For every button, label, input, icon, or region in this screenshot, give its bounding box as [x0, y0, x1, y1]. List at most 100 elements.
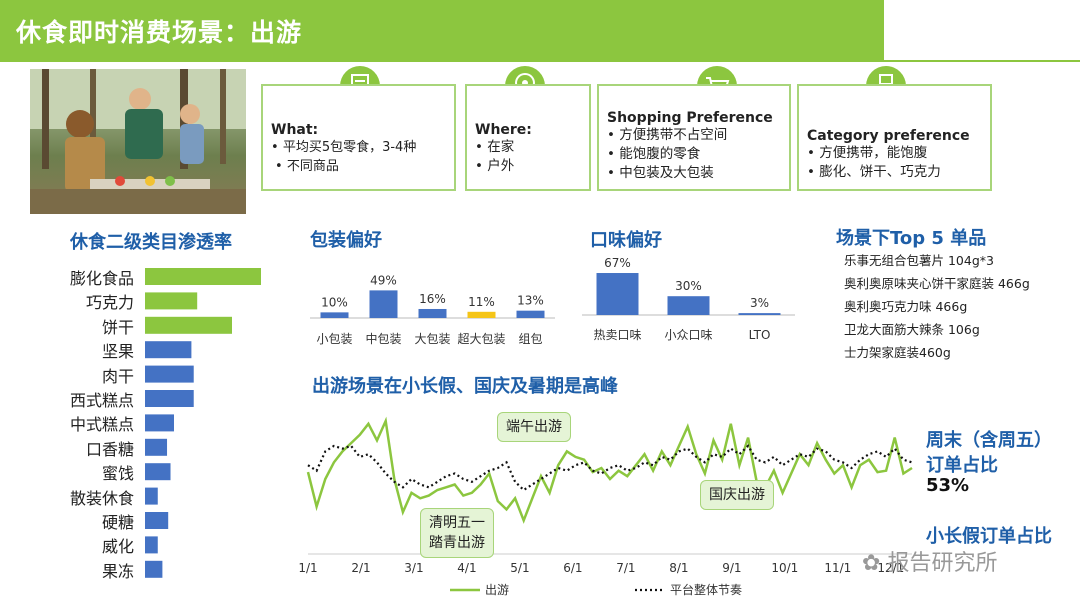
card-what: What: 平均买5包零食，3-4种 不同商品 [261, 84, 456, 191]
packaging-title: 包装偏好 [310, 230, 382, 251]
penetration-category-label: 果冻 [101, 561, 134, 581]
legend-label-platform: 平台整体节奏 [670, 582, 742, 597]
card-where-title: Where: [475, 122, 532, 138]
category-label: 组包 [518, 332, 542, 346]
card-what-title: What: [271, 122, 319, 138]
penetration-bar [145, 487, 158, 505]
x-tick-label: 7/1 [616, 561, 635, 575]
card-category-title: Category preference [807, 128, 970, 144]
watermark: ✿ 报告研究所 [862, 545, 997, 577]
card-where-list: 在家 户外 [475, 138, 581, 176]
penetration-category-label: 硬糖 [101, 513, 134, 532]
penetration-category-label: 坚果 [101, 342, 134, 362]
list-item: 平均买5包零食，3-4种 [271, 138, 446, 157]
penetration-bar [145, 438, 168, 456]
penetration-bar [145, 512, 169, 529]
penetration-bar [145, 463, 171, 481]
penetration-category-label: 巧克力 [85, 293, 134, 313]
packaging-bar-chart: 10% 小包装 49% 中包装 16% 大包装 11% 超大包装 13% 组包 [310, 273, 555, 346]
penetration-bar [145, 316, 232, 334]
legend-label-travel: 出游 [485, 583, 509, 597]
penetration-category-label: 饼干 [101, 317, 134, 337]
category-label: 超大包装 [457, 331, 505, 346]
bar [738, 313, 781, 315]
list-item: 不同商品 [271, 157, 446, 176]
bar [516, 310, 545, 318]
list-item: 中包装及大包装 [607, 164, 781, 183]
x-tick-label: 4/1 [457, 561, 476, 575]
trend-title: 出游场景在小长假、国庆及暑期是高峰 [312, 376, 618, 397]
data-label: 49% [370, 273, 397, 287]
outdoor-picnic-photo [30, 69, 246, 214]
callout-qingming-line2: 踏青出游 [429, 535, 485, 551]
header-bar: 休食即时消费场景：出游 [0, 0, 884, 62]
top5-item: 卫龙大面筋大辣条 106g [844, 322, 980, 337]
callout-national-day: 国庆出游 [700, 480, 774, 510]
x-tick-label: 12/1 [877, 561, 904, 575]
penetration-bar [145, 560, 163, 578]
x-tick-label: 8/1 [669, 561, 688, 575]
series-line-travel [306, 416, 913, 524]
penetration-category-label: 肉干 [101, 366, 134, 386]
callout-qingming: 清明五一 踏青出游 [420, 508, 494, 558]
penetration-category-label: 西式糕点 [69, 391, 134, 410]
category-label: 大包装 [414, 332, 450, 346]
card-category-list: 方便携带，能饱腹 膨化、饼干、巧克力 [807, 144, 982, 182]
trend-line-chart: 1/1 2/1 3/1 4/1 5/1 6/1 7/1 8/1 9/1 10/1 11/1 12/1 出… [298, 416, 913, 597]
category-label: 小众口味 [664, 328, 712, 342]
category-label: 热卖口味 [593, 328, 641, 342]
penetration-bar [145, 536, 158, 554]
penetration-category-label: 口香糖 [85, 439, 134, 459]
list-item: 膨化、饼干、巧克力 [807, 163, 982, 182]
penetration-bar [145, 390, 194, 407]
list-item: 方便携带不占空间 [607, 126, 781, 145]
data-label: 30% [675, 279, 702, 293]
top5-item: 乐事无组合包薯片 104g*3 [844, 253, 994, 268]
weekend-label-2: 订单占比 [926, 455, 998, 476]
list-item: 方便携带，能饱腹 [807, 144, 982, 163]
penetration-bar [145, 268, 261, 285]
top5-item: 奥利奥巧克力味 466g [844, 299, 968, 314]
penetration-category-label: 散装休食 [69, 488, 134, 508]
bar [667, 296, 710, 315]
penetration-category-label: 威化 [101, 537, 134, 557]
top5-title: 场景下Top 5 单品 [836, 228, 987, 249]
penetration-bar-chart [145, 268, 261, 578]
top5-item: 士力架家庭装460g [844, 345, 951, 360]
bar [369, 290, 398, 318]
x-tick-label: 11/1 [824, 561, 851, 575]
callout-qingming-line1: 清明五一 [429, 515, 485, 531]
weekend-label: 周末（含周五） [926, 430, 1052, 451]
weekend-value: 53% [926, 475, 970, 496]
bar [467, 311, 496, 318]
penetration-category-label: 中式糕点 [69, 415, 134, 435]
card-what-list: 平均买5包零食，3-4种 不同商品 [271, 138, 446, 176]
bar [418, 308, 447, 318]
callout-dragon-boat: 端午出游 [497, 412, 571, 442]
card-shopping-list: 方便携带不占空间 能饱腹的零食 中包装及大包装 [607, 126, 781, 183]
x-tick-label: 9/1 [722, 561, 741, 575]
x-tick-label: 10/1 [771, 561, 798, 575]
picnic-illustration [30, 69, 246, 214]
list-item: 在家 [475, 138, 581, 157]
x-tick-label: 6/1 [563, 561, 582, 575]
holiday-label: 小长假订单占比 [926, 526, 1052, 547]
x-tick-label: 2/1 [351, 561, 370, 575]
card-shopping-preference: Shopping Preference 方便携带不占空间 能饱腹的零食 中包装及… [597, 84, 791, 191]
card-shopping-title: Shopping Preference [607, 110, 773, 126]
x-tick-label: 3/1 [404, 561, 423, 575]
category-label: LTO [749, 328, 771, 342]
penetration-bar [145, 341, 192, 359]
card-category-preference: Category preference 方便携带，能饱腹 膨化、饼干、巧克力 [797, 84, 992, 191]
bar [596, 273, 639, 315]
penetration-category-label: 蜜饯 [101, 464, 134, 484]
data-label: 13% [517, 294, 544, 308]
penetration-title: 休食二级类目渗透率 [70, 232, 232, 253]
list-item: 能饱腹的零食 [607, 145, 781, 164]
top5-item: 奥利奥原味夹心饼干家庭装 466g [844, 276, 1030, 291]
x-tick-label: 5/1 [510, 561, 529, 575]
bar [320, 312, 349, 318]
data-label: 11% [468, 295, 495, 309]
penetration-category-label: 膨化食品 [69, 269, 134, 288]
